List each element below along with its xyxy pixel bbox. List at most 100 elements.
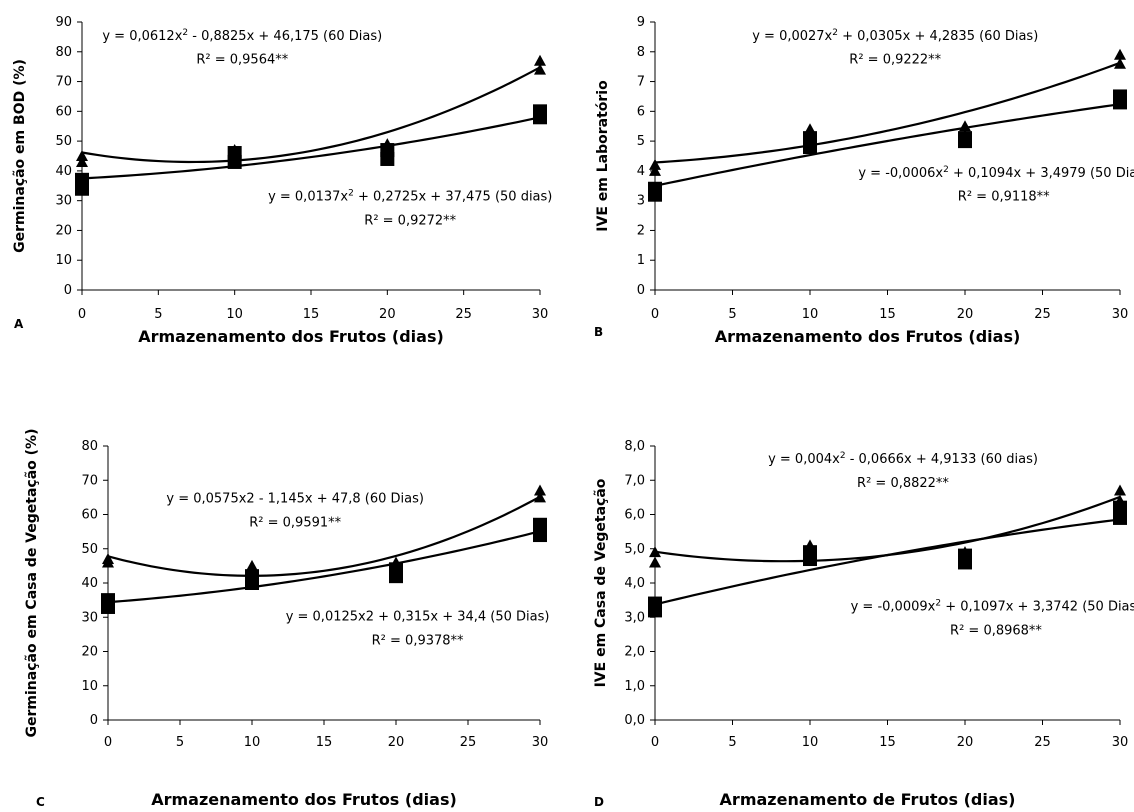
panel-label: B	[594, 325, 603, 339]
r-squared-label: R² = 0,9591**	[249, 515, 341, 530]
x-tick-label: 25	[1034, 735, 1051, 750]
square-point	[803, 131, 817, 146]
r-squared-label: R² = 0,9222**	[849, 53, 941, 68]
square-point	[389, 562, 403, 577]
x-tick-label: 30	[1112, 307, 1129, 322]
y-tick-label: 10	[55, 253, 72, 268]
x-axis-label: Armazenamento dos Frutos (dias)	[715, 327, 1021, 346]
y-tick-label: 30	[55, 194, 72, 209]
triangle-point	[649, 556, 661, 568]
x-tick-label: 10	[802, 307, 819, 322]
y-tick-label: 70	[81, 473, 98, 488]
square-point	[227, 146, 242, 161]
x-tick-label: 20	[379, 307, 396, 322]
panel-d: 0,0 1,0 2,0 3,0 4,0 5,0 6,0 7,0 8,0 0 5 10 15 20 25 30 A…	[593, 439, 1134, 809]
triangle-point	[649, 164, 661, 176]
x-tick-label: 0	[651, 307, 659, 322]
y-tick-label: 7	[637, 75, 645, 90]
y-tick-label: 90	[55, 15, 72, 30]
y-tick-label: 4	[637, 164, 645, 179]
triangle-point	[959, 120, 971, 132]
y-tick-label: 2,0	[624, 645, 645, 660]
panel-b: 0 1 2 3 4 5 6 7 8 9 0 5 10 15 20 25 30 Armazenamento dos …	[594, 15, 1134, 346]
y-tick-label: 0	[64, 283, 72, 298]
x-tick-label: 5	[728, 735, 736, 750]
y-tick-label: 60	[81, 508, 98, 523]
square-point	[533, 517, 547, 532]
y-tick-label: 8	[637, 45, 645, 60]
y-tick-label: 40	[81, 576, 98, 591]
square-point	[803, 545, 817, 560]
x-tick-label: 10	[244, 735, 261, 750]
y-tick-label: 5,0	[624, 542, 645, 557]
y-tick-label: 2	[637, 223, 645, 238]
triangle-point	[649, 546, 661, 558]
x-tick-label: 20	[957, 307, 974, 322]
equation-label: y = 0,0137x2 + 0,2725x + 37,475 (50 dias…	[268, 189, 552, 205]
r-squared-label: R² = 0,9118**	[958, 190, 1050, 205]
triangle-point	[534, 491, 546, 503]
triangle-point	[1114, 57, 1126, 69]
x-tick-label: 5	[728, 307, 736, 322]
equation-label: y = 0,004x2 - 0,0666x + 4,9133 (60 dias)	[768, 451, 1038, 467]
x-tick-label: 20	[388, 735, 405, 750]
x-tick-label: 30	[532, 307, 549, 322]
triangle-point	[534, 484, 546, 496]
y-tick-label: 3	[637, 194, 645, 209]
r-squared-label: R² = 0,8968**	[950, 623, 1042, 638]
square-point	[648, 181, 662, 196]
y-tick-label: 4,0	[624, 576, 645, 591]
triangle-point	[246, 559, 258, 571]
x-tick-label: 15	[303, 307, 320, 322]
trend-line-square	[81, 116, 541, 180]
triangle-point	[102, 553, 114, 565]
y-tick-label: 80	[81, 439, 98, 454]
y-tick-label: 1	[637, 253, 645, 268]
r-squared-label: R² = 0,9378**	[372, 634, 464, 649]
x-tick-label: 5	[154, 307, 162, 322]
x-tick-label: 30	[532, 735, 549, 750]
triangle-point	[534, 54, 546, 66]
triangle-point	[1114, 48, 1126, 60]
x-tick-label: 20	[957, 735, 974, 750]
triangle-point	[649, 158, 661, 170]
x-axis-label: Armazenamento dos Frutos (dias)	[151, 790, 457, 809]
panel-label: C	[36, 795, 45, 809]
trend-line-square	[654, 103, 1121, 187]
square-point	[1113, 89, 1127, 104]
y-tick-label: 5	[637, 134, 645, 149]
y-tick-label: 20	[81, 645, 98, 660]
x-tick-label: 10	[226, 307, 243, 322]
square-point	[533, 104, 547, 119]
y-tick-label: 50	[81, 542, 98, 557]
y-tick-label: 6,0	[624, 508, 645, 523]
y-tick-label: 3,0	[624, 610, 645, 625]
triangle-point	[1114, 484, 1126, 496]
triangle-point	[76, 155, 88, 167]
panel-a: 0 10 20 30 40 50 60 70 80 90 0 5 10 15 20 25 30 Armazenam…	[12, 15, 552, 346]
x-tick-label: 5	[176, 735, 184, 750]
trend-line-square	[654, 518, 1121, 606]
triangle-point	[76, 150, 88, 161]
square-point	[648, 596, 662, 611]
x-tick-label: 10	[802, 735, 819, 750]
square-point	[958, 131, 972, 146]
trend-line-square	[107, 530, 541, 604]
y-tick-label: 0	[90, 713, 98, 728]
y-tick-label: 10	[81, 679, 98, 694]
x-tick-label: 0	[78, 307, 86, 322]
x-axis-label: Armazenamento dos Frutos (dias)	[138, 327, 444, 346]
square-point	[380, 143, 395, 158]
y-tick-label: 50	[55, 134, 72, 149]
x-tick-label: 25	[455, 307, 472, 322]
trend-line-triangle	[107, 495, 541, 577]
y-tick-label: 30	[81, 610, 98, 625]
y-tick-label: 9	[637, 15, 645, 30]
y-tick-label: 40	[55, 164, 72, 179]
panel-label: A	[14, 317, 24, 331]
x-tick-label: 30	[1112, 735, 1129, 750]
y-tick-label: 8,0	[624, 439, 645, 454]
x-tick-label: 25	[460, 735, 477, 750]
y-axis-label: IVE em Casa de Vegetação	[593, 478, 609, 687]
